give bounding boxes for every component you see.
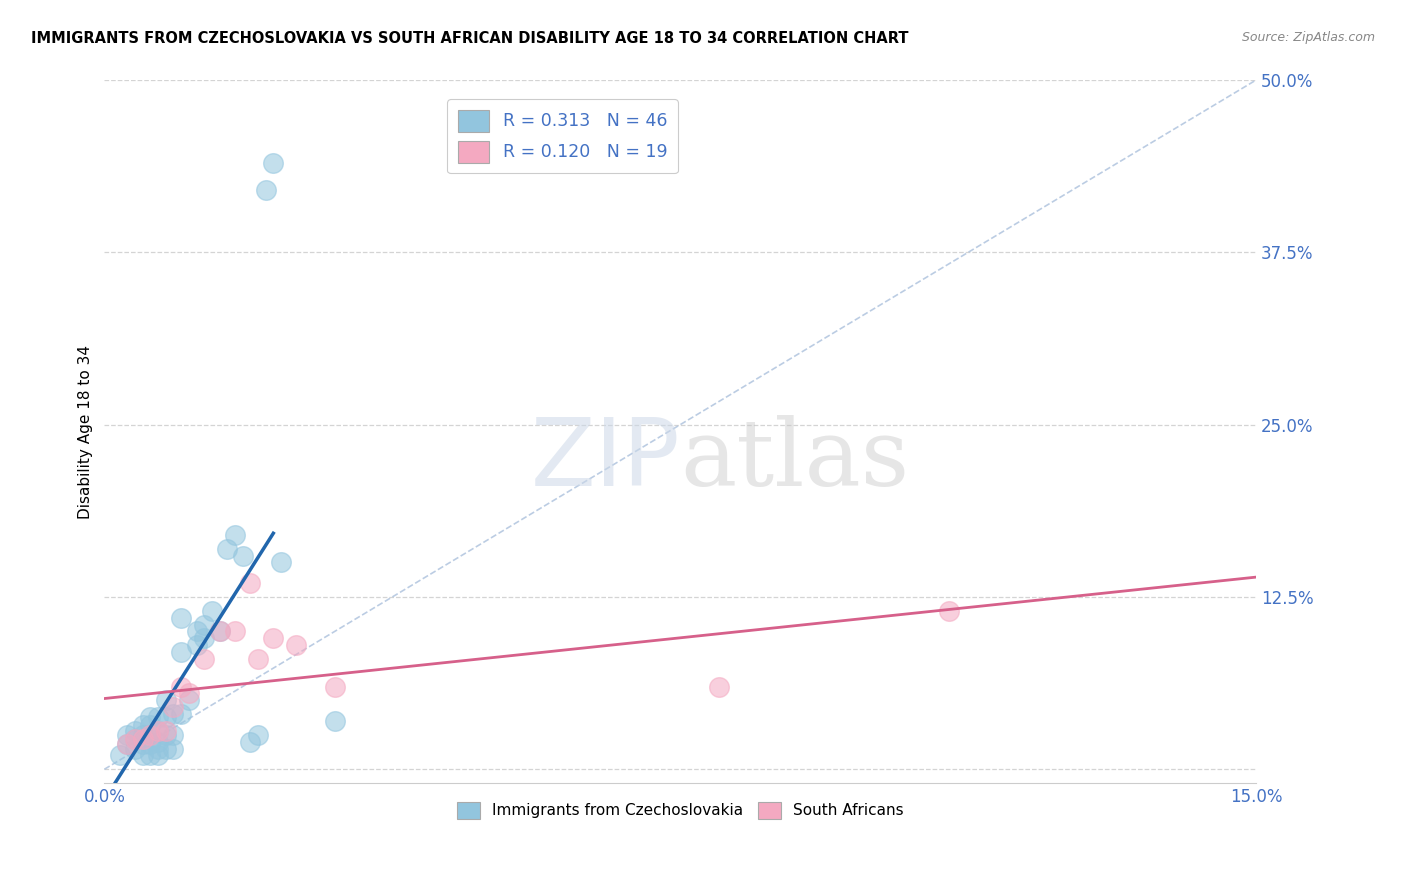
Point (117, 728, 139, 742)
Point (146, 710, 169, 724)
Point (155, 728, 177, 742)
Point (155, 710, 177, 724)
Point (124, 731, 146, 746)
Point (139, 728, 162, 742)
Point (186, 638, 208, 652)
Point (246, 652, 269, 666)
Point (108, 748, 131, 763)
Point (170, 680, 193, 694)
Point (232, 549, 254, 563)
Point (224, 528, 246, 542)
Point (170, 707, 193, 722)
Point (323, 680, 346, 694)
Legend: Immigrants from Czechoslovakia, South Africans: Immigrants from Czechoslovakia, South Af… (450, 796, 910, 824)
Point (707, 680, 730, 694)
Point (177, 686, 200, 700)
Point (177, 693, 200, 707)
Point (132, 731, 155, 746)
Point (139, 710, 162, 724)
Point (139, 728, 162, 742)
Point (193, 632, 215, 646)
Point (124, 741, 146, 756)
Point (139, 718, 162, 732)
Point (217, 541, 239, 556)
Point (132, 718, 155, 732)
Point (208, 624, 231, 639)
Point (155, 741, 177, 756)
Text: ZIP: ZIP (530, 414, 681, 506)
Point (146, 723, 169, 738)
Point (162, 700, 184, 714)
Point (146, 734, 169, 748)
Point (132, 738, 155, 752)
Point (155, 693, 177, 707)
Text: atlas: atlas (681, 415, 910, 505)
Point (270, 556, 292, 570)
Point (146, 741, 169, 756)
Point (124, 723, 146, 738)
Point (170, 610, 193, 624)
Point (323, 714, 346, 728)
Point (132, 728, 155, 742)
Point (254, 183, 277, 197)
Text: Source: ZipAtlas.com: Source: ZipAtlas.com (1241, 31, 1375, 45)
Point (262, 632, 284, 646)
Point (224, 624, 246, 639)
Point (162, 728, 184, 742)
Point (193, 652, 215, 666)
Point (170, 645, 193, 659)
Point (132, 748, 155, 763)
Point (246, 728, 269, 742)
Point (117, 738, 139, 752)
Point (239, 576, 262, 591)
Point (139, 738, 162, 752)
Point (146, 723, 169, 738)
Point (239, 734, 262, 748)
Point (155, 723, 177, 738)
Point (117, 738, 139, 752)
Point (139, 748, 162, 763)
Point (201, 604, 224, 618)
Point (193, 617, 215, 632)
Point (208, 624, 231, 639)
Point (285, 638, 308, 652)
Y-axis label: Disability Age 18 to 34: Disability Age 18 to 34 (79, 344, 93, 518)
Point (162, 707, 184, 722)
Point (146, 748, 169, 763)
Point (124, 731, 146, 746)
Point (938, 604, 960, 618)
Point (186, 624, 208, 639)
Point (262, 155, 284, 169)
Point (162, 741, 184, 756)
Text: IMMIGRANTS FROM CZECHOSLOVAKIA VS SOUTH AFRICAN DISABILITY AGE 18 TO 34 CORRELAT: IMMIGRANTS FROM CZECHOSLOVAKIA VS SOUTH … (31, 31, 908, 46)
